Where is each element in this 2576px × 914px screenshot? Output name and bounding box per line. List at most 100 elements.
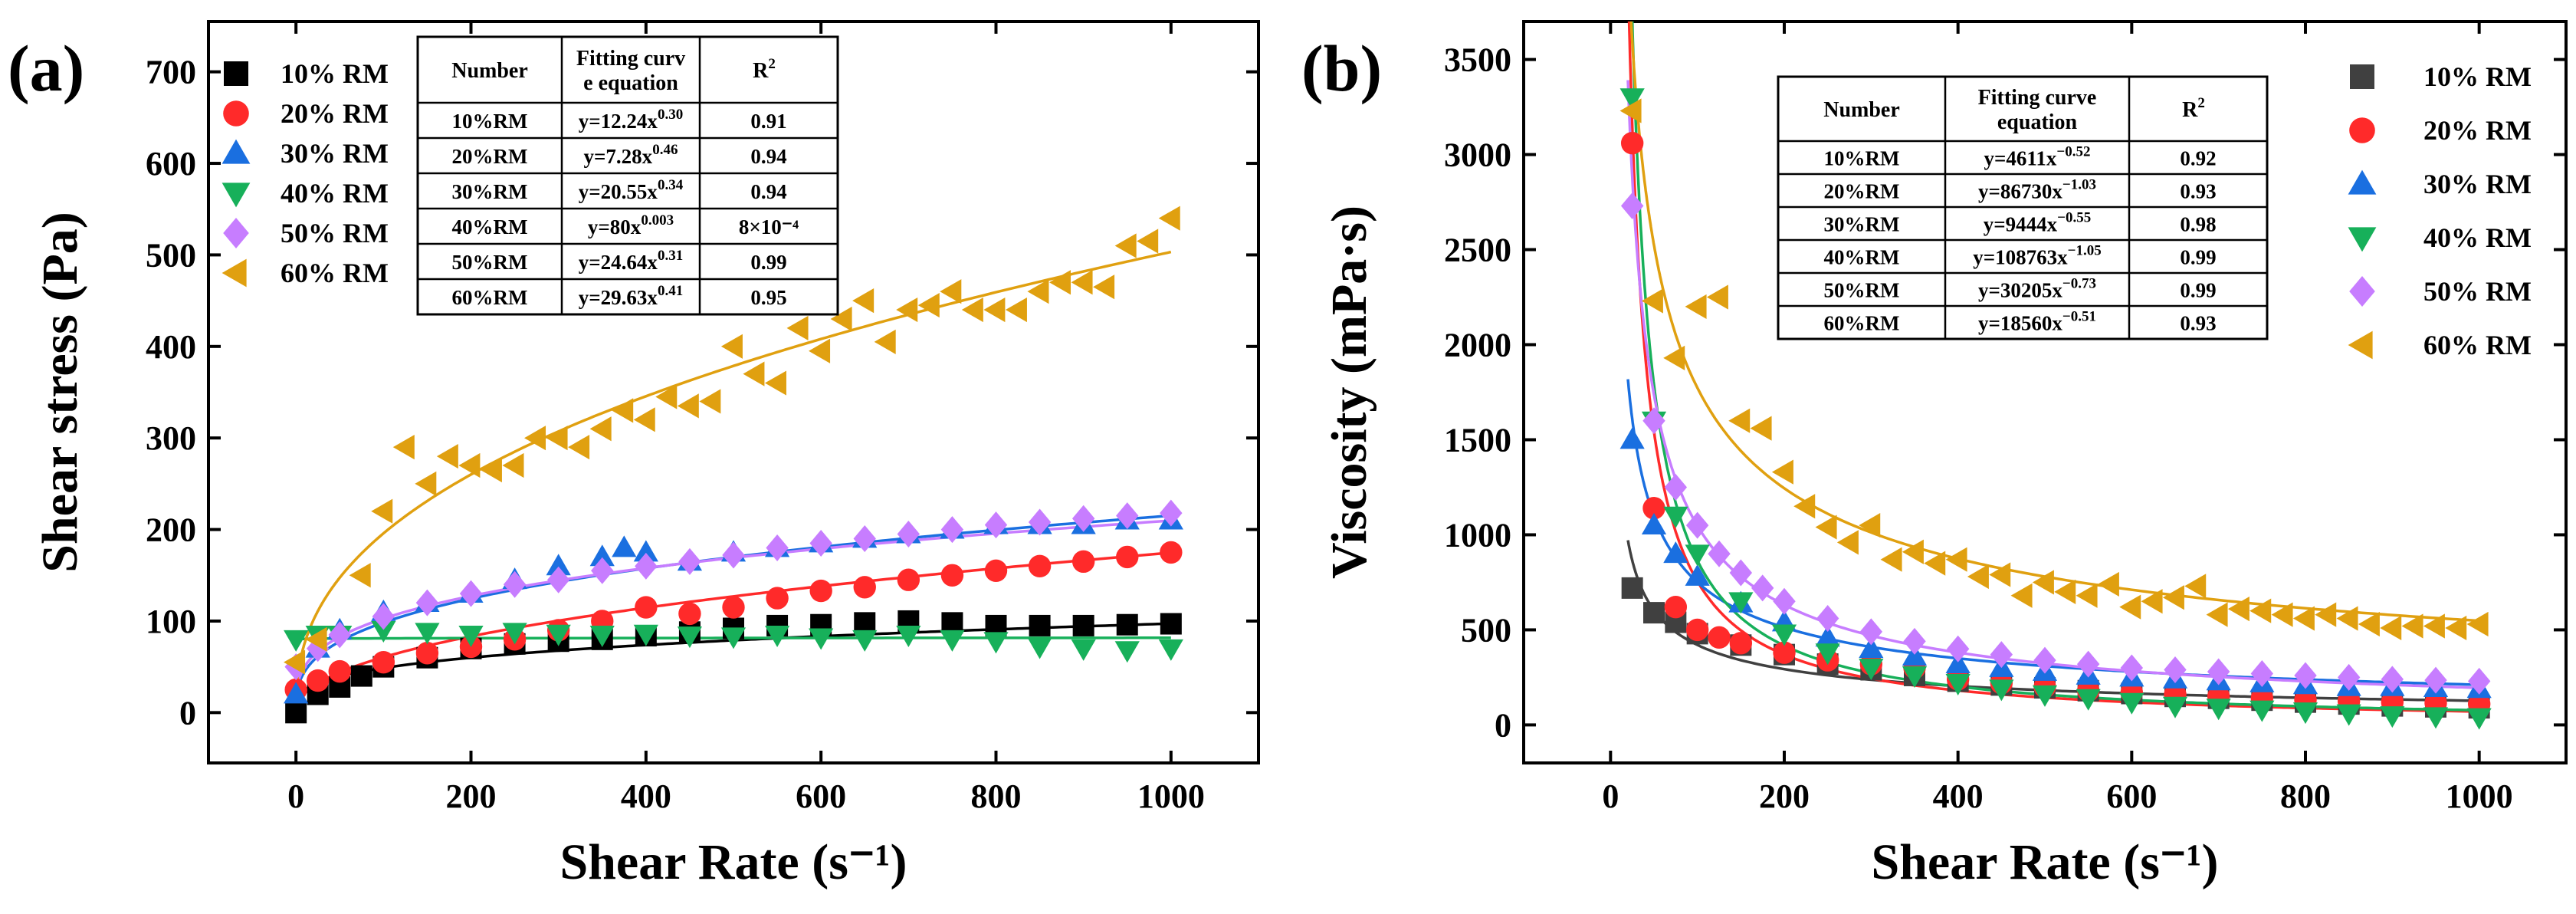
data-point bbox=[2184, 574, 2207, 599]
x-tick-label: 600 bbox=[796, 778, 846, 815]
table-cell-number: 40%RM bbox=[1824, 246, 1900, 269]
data-point bbox=[2032, 685, 2058, 707]
x-tick-label: 200 bbox=[1759, 778, 1810, 815]
data-point bbox=[1158, 639, 1183, 661]
data-point bbox=[2381, 666, 2404, 693]
panel-label: (a) bbox=[8, 31, 84, 105]
data-point bbox=[874, 329, 896, 354]
table-cell-number: 10%RM bbox=[1824, 147, 1900, 170]
data-point bbox=[1773, 587, 1796, 615]
data-point bbox=[1924, 551, 1946, 576]
data-point bbox=[371, 620, 396, 643]
data-point bbox=[349, 563, 371, 588]
data-point bbox=[546, 566, 570, 593]
data-point bbox=[2294, 662, 2317, 689]
series-40rm bbox=[1619, 88, 2492, 730]
data-point bbox=[1028, 508, 1052, 536]
legend-marker bbox=[2348, 227, 2377, 252]
legend-label: 30% RM bbox=[2423, 169, 2532, 199]
data-point bbox=[1989, 679, 2014, 702]
data-point bbox=[766, 587, 789, 610]
data-point bbox=[2076, 583, 2098, 608]
data-point bbox=[2250, 659, 2274, 687]
data-point bbox=[1771, 459, 1793, 485]
table-cell-r2: 0.92 bbox=[2180, 147, 2216, 170]
fit-curve-40rm bbox=[1630, 21, 2479, 712]
y-tick-label: 0 bbox=[1495, 706, 1511, 744]
table-header: Number bbox=[451, 59, 528, 83]
data-point bbox=[591, 557, 614, 584]
data-point bbox=[1903, 627, 1926, 655]
y-tick-label: 200 bbox=[146, 511, 196, 549]
data-point bbox=[764, 370, 786, 396]
data-point bbox=[2097, 571, 2119, 597]
data-point bbox=[2120, 654, 2144, 682]
data-point bbox=[284, 649, 306, 675]
table-header: Fitting curve bbox=[1978, 86, 2097, 110]
data-point bbox=[1729, 559, 1753, 587]
table-cell-r2: 0.91 bbox=[750, 110, 786, 133]
legend-label: 20% RM bbox=[2423, 115, 2532, 146]
data-point bbox=[2054, 579, 2076, 604]
data-point bbox=[766, 534, 789, 561]
data-point bbox=[2401, 613, 2423, 639]
data-point bbox=[1160, 613, 1182, 635]
data-point bbox=[372, 603, 395, 630]
data-point bbox=[852, 630, 878, 652]
data-point bbox=[2424, 666, 2447, 694]
data-point bbox=[940, 564, 964, 587]
data-point bbox=[961, 297, 983, 323]
table-cell-number: 20%RM bbox=[1824, 180, 1900, 203]
data-point bbox=[1641, 512, 1667, 534]
table-header: Fitting curv bbox=[576, 47, 685, 71]
data-point bbox=[2033, 646, 2056, 674]
data-point bbox=[2206, 602, 2228, 627]
plot-frame bbox=[1522, 20, 2568, 764]
x-tick-label: 0 bbox=[1602, 778, 1619, 815]
table-header: equation bbox=[1997, 110, 2078, 134]
data-point bbox=[2292, 606, 2315, 631]
data-point bbox=[2207, 658, 2230, 686]
x-tick-label: 1000 bbox=[2446, 778, 2513, 815]
data-point bbox=[2337, 663, 2361, 691]
data-point bbox=[415, 642, 439, 665]
series-30rm bbox=[1619, 427, 2492, 699]
data-point bbox=[1160, 499, 1183, 527]
data-point bbox=[392, 435, 415, 460]
data-point bbox=[1859, 512, 1881, 538]
data-point bbox=[1816, 605, 1839, 633]
data-point bbox=[436, 443, 458, 469]
table-cell-number: 40%RM bbox=[452, 215, 528, 238]
data-point bbox=[1902, 539, 1924, 564]
y-tick-label: 2000 bbox=[1444, 327, 1511, 364]
data-point bbox=[285, 702, 307, 724]
table-cell-r2: 0.93 bbox=[2180, 312, 2216, 335]
data-point bbox=[371, 498, 393, 524]
fit-curve-60rm bbox=[1629, 21, 2479, 623]
data-point bbox=[1946, 635, 1970, 662]
data-point bbox=[1664, 473, 1688, 501]
table-cell-equation: y=86730x−1.03 bbox=[1978, 177, 2096, 203]
data-point bbox=[983, 297, 1006, 323]
legend-label: 30% RM bbox=[281, 138, 389, 169]
data-point bbox=[2315, 602, 2337, 627]
legend-label: 60% RM bbox=[281, 258, 389, 288]
data-point bbox=[1708, 626, 1731, 649]
data-point bbox=[1114, 233, 1137, 258]
data-point bbox=[1621, 577, 1643, 599]
data-point bbox=[2162, 585, 2184, 610]
series-40rm bbox=[284, 620, 1183, 663]
data-point bbox=[1619, 88, 1645, 110]
legend-marker bbox=[224, 61, 248, 86]
y-tick-label: 500 bbox=[146, 236, 196, 274]
y-tick-label: 2500 bbox=[1444, 232, 1511, 269]
data-point bbox=[1642, 497, 1665, 520]
legend-marker bbox=[223, 100, 249, 127]
data-point bbox=[612, 535, 637, 557]
data-point bbox=[678, 602, 701, 626]
table-cell-r2: 0.98 bbox=[2180, 213, 2216, 236]
data-point bbox=[2423, 707, 2449, 729]
data-point bbox=[2445, 615, 2467, 641]
